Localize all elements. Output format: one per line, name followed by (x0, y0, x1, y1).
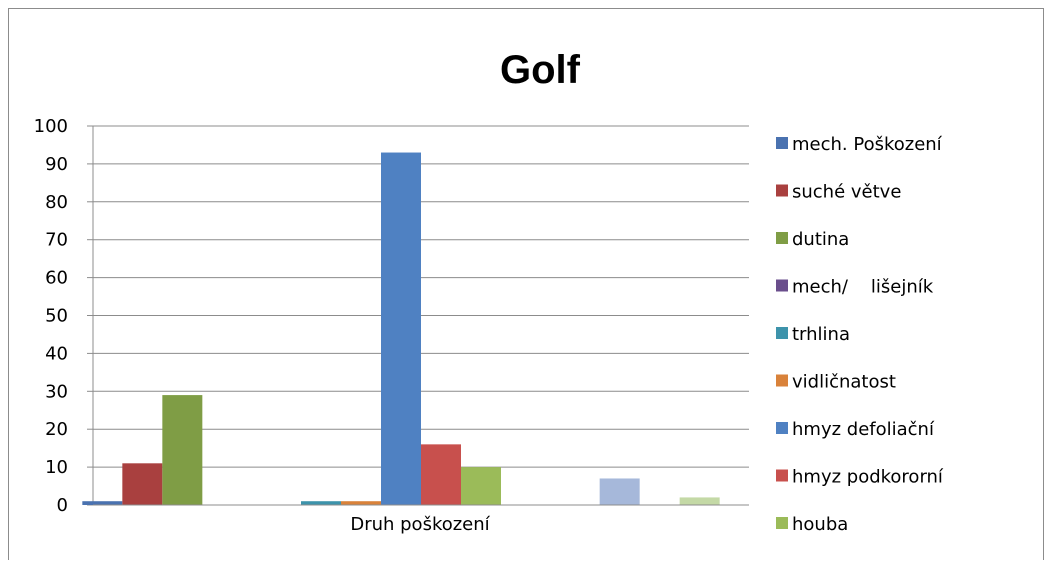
legend-swatch (776, 327, 788, 339)
y-tick-label: 20 (45, 419, 68, 440)
x-axis-label: Druh poškození (350, 514, 490, 535)
legend-label: houba (792, 514, 848, 535)
bar (461, 467, 501, 505)
y-tick-label: 90 (45, 154, 68, 175)
bar (421, 444, 461, 505)
y-tick-label: 70 (45, 230, 68, 251)
legend-swatch (776, 232, 788, 244)
chart-frame (8, 8, 1044, 560)
bar (122, 463, 163, 505)
legend-swatch (776, 469, 788, 482)
legend-label: trhlina (792, 324, 850, 345)
legend-label: vidličnatost (792, 372, 896, 393)
bars (82, 152, 720, 505)
bar (381, 152, 421, 505)
legend: mech. Poškození suché větve dutina mech/ li… (776, 134, 944, 535)
legend-swatch (776, 184, 788, 197)
legend-label: hmyz defoliační (792, 419, 935, 440)
bar (82, 501, 123, 505)
legend-swatch (776, 137, 788, 149)
legend-swatch (776, 517, 788, 529)
y-tick-label: 40 (45, 343, 68, 364)
legend-label: suché větve (792, 182, 901, 203)
y-tick-label: 10 (45, 457, 68, 478)
bar (341, 501, 381, 505)
legend-label: mech/ lišejník (792, 277, 934, 298)
y-tick-label: 30 (45, 381, 68, 402)
bar (162, 395, 203, 505)
y-tick-label: 50 (45, 306, 68, 327)
bar (599, 478, 640, 505)
legend-label: hmyz podkororní (792, 467, 944, 488)
y-tick-label: 60 (45, 268, 68, 289)
legend-swatch (776, 279, 788, 292)
legend-label: mech. Poškození (792, 134, 943, 155)
y-tick-label: 0 (57, 495, 68, 516)
y-tick-label: 80 (45, 192, 68, 213)
legend-label: dutina (792, 229, 849, 250)
bar (679, 497, 720, 505)
bar (301, 501, 341, 505)
y-tick-label: 100 (34, 116, 68, 137)
chart-title: Golf (500, 48, 581, 92)
legend-swatch (776, 374, 788, 387)
y-axis-ticks: 0 10 20 30 40 50 60 70 80 90 100 (34, 116, 94, 516)
legend-swatch (776, 422, 788, 434)
